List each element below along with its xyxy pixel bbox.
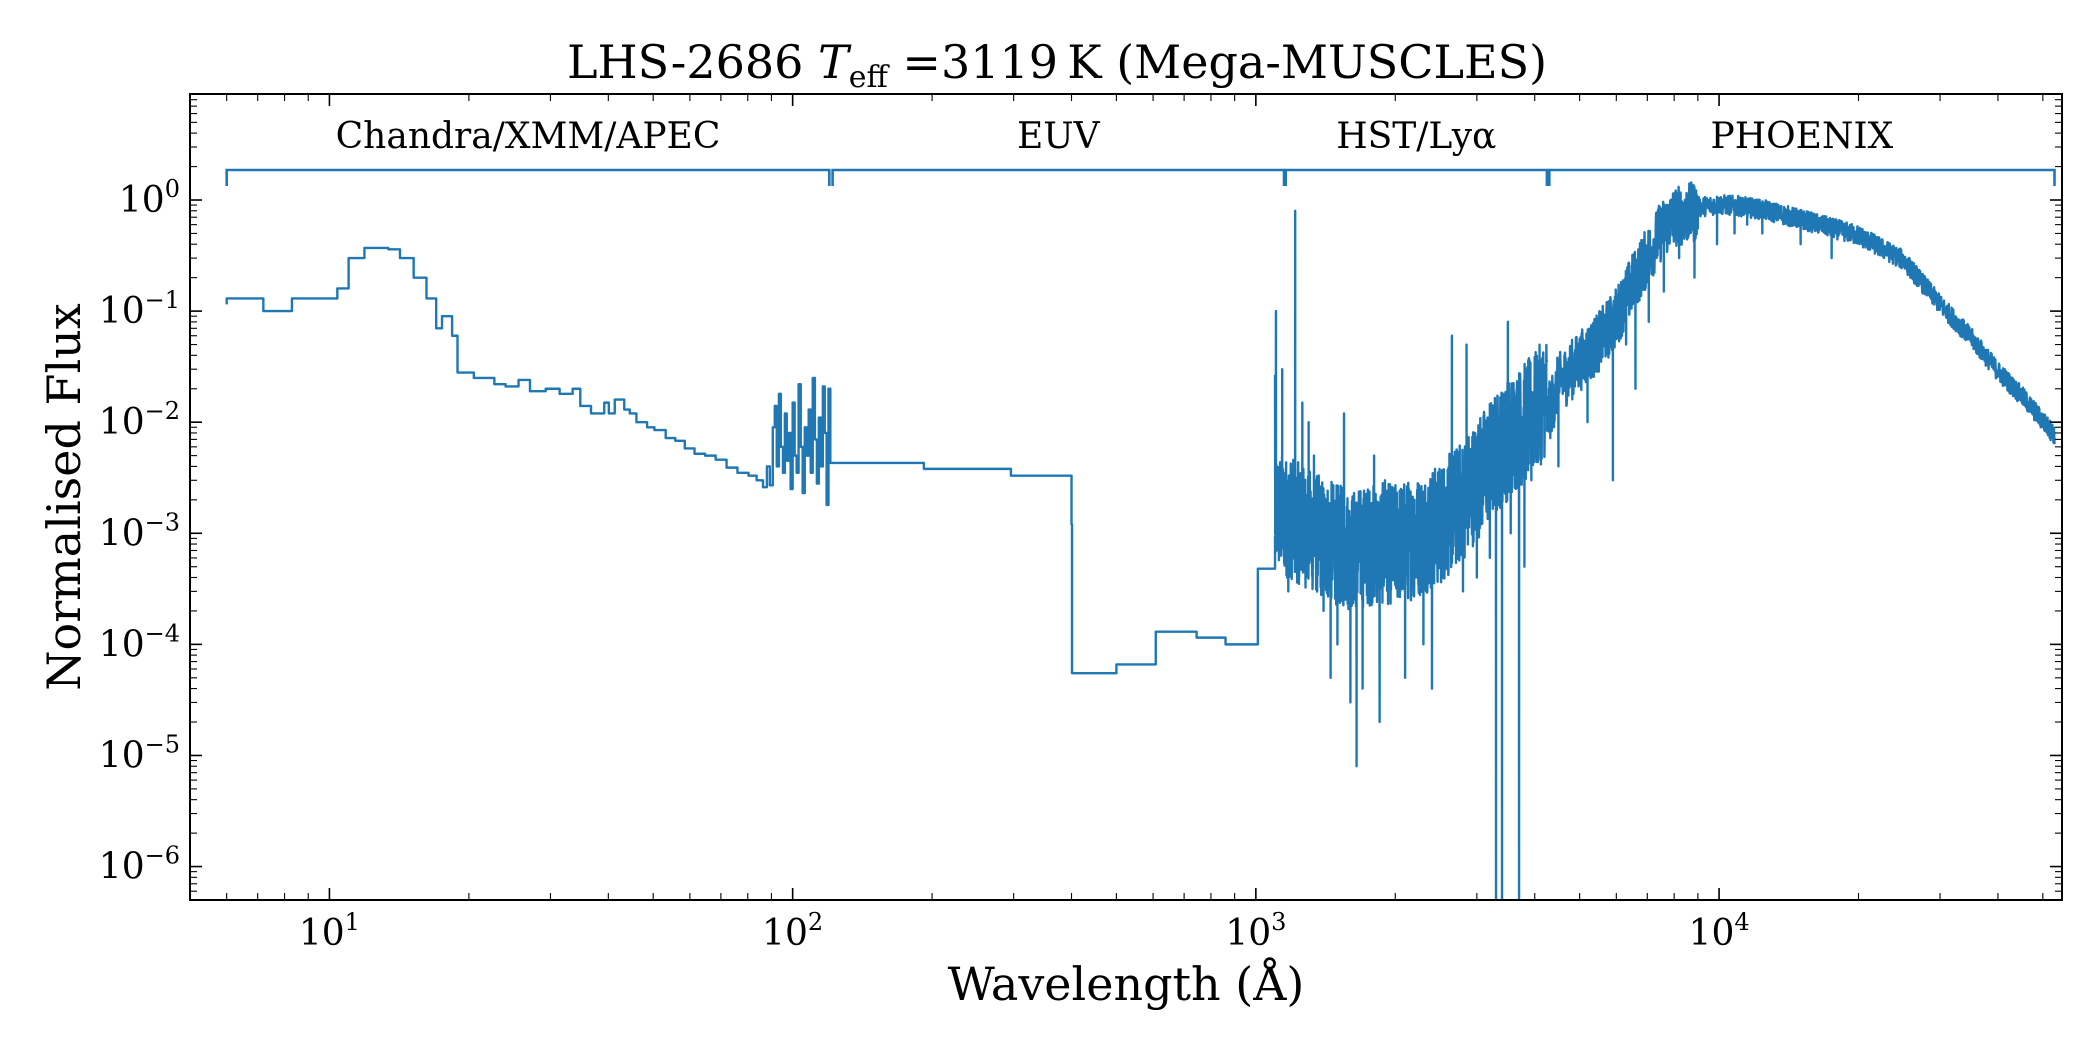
x-tick-label-3: 104	[1689, 908, 1750, 954]
y-tick-label-4: 10−4	[99, 619, 180, 665]
y-tick-label-5: 10−5	[99, 731, 180, 777]
x-axis-label: Wavelength (Å)	[948, 956, 1305, 1011]
region-label-1: EUV	[1017, 116, 1101, 157]
region-bracket-3	[1548, 168, 2056, 186]
title-t-subscript: eff	[849, 60, 891, 95]
x-tick-label-2: 103	[1225, 908, 1286, 954]
region-label-2: HST/Lyα	[1336, 116, 1496, 157]
x-tick-label-1: 102	[762, 908, 823, 954]
chart-title: LHS-2686 Teff =3119 K (Mega-MUSCLES)	[567, 35, 1547, 95]
y-axis-label: Normalised Flux	[37, 303, 91, 691]
region-label-3: PHOENIX	[1711, 116, 1894, 157]
x-tick-label-0: 101	[299, 908, 360, 954]
phoenix-segment	[1545, 181, 2056, 482]
xray-segment	[225, 246, 832, 507]
instrument-regions: Chandra/XMM/APEC EUV HST/Lyα PHOENIX	[225, 116, 2056, 186]
uv-segment	[1273, 209, 1549, 901]
y-tick-label-3: 10−3	[99, 508, 180, 554]
plot-frame	[189, 93, 2063, 901]
title-prefix: LHS-2686	[567, 35, 818, 89]
y-tick-label-6: 10−6	[99, 842, 180, 888]
y-tick-label-0: 100	[119, 175, 180, 221]
title-suffix: =3119 K (Mega-MUSCLES)	[888, 35, 1547, 89]
region-bracket-2	[1284, 168, 1549, 186]
title-t-symbol: T	[818, 35, 852, 89]
axis-ticks: 101 102 103 104 100 10−1 10−2 10−3 10−4 10−5 10−6	[99, 93, 2062, 954]
y-tick-label-1: 10−1	[99, 286, 180, 332]
region-label-0: Chandra/XMM/APEC	[336, 116, 721, 157]
euv-segment	[830, 461, 1277, 675]
region-bracket-0	[225, 168, 831, 186]
region-bracket-1	[831, 168, 1286, 186]
y-tick-label-2: 10−2	[99, 397, 180, 443]
spectrum-series	[225, 181, 2056, 901]
